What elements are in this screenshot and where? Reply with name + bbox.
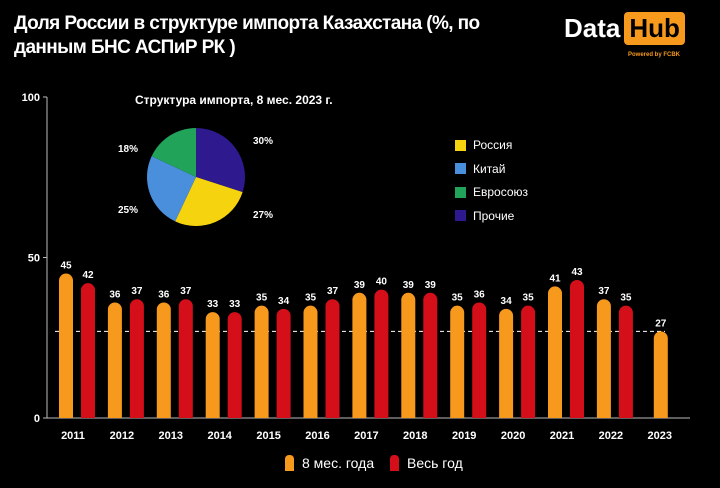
bar-8-months [352, 292, 367, 418]
x-tick-label: 2023 [648, 430, 672, 442]
bar-value-label: 35 [452, 293, 464, 304]
bar-value-label: 34 [278, 296, 290, 307]
bar-8-months [205, 312, 220, 418]
bar-full-year [472, 302, 487, 418]
bar-value-label: 39 [354, 280, 366, 291]
bar-value-label: 36 [158, 289, 170, 300]
chart-title: Доля России в структуре импорта Казахста… [14, 13, 480, 58]
legend-label: Весь год [407, 455, 463, 471]
bar-full-year [276, 308, 291, 418]
pie-legend-item: Прочие [455, 209, 514, 223]
legend-label: Прочие [473, 208, 515, 223]
bar-value-label: 36 [474, 289, 486, 300]
x-tick-label: 2014 [207, 430, 232, 442]
pie-legend-item: Евросоюз [455, 185, 528, 199]
bar-value-label: 35 [523, 293, 535, 304]
x-tick-label: 2020 [501, 430, 525, 442]
pie-slice-2 [151, 128, 196, 177]
bar-full-year [227, 312, 242, 418]
bar-value-label: 40 [376, 277, 388, 288]
x-tick-label: 2013 [159, 430, 183, 442]
bar-full-year [618, 305, 633, 418]
pie-legend-item: Китай [455, 162, 505, 176]
bar-value-label: 37 [180, 286, 192, 297]
bar-full-year [178, 299, 193, 418]
pie-slice-1 [146, 156, 196, 222]
bar-value-label: 42 [82, 270, 94, 281]
x-tick-label: 2019 [452, 430, 476, 442]
bar-8-months [548, 286, 562, 418]
x-tick-label: 2021 [550, 430, 574, 442]
pie-title: Структура импорта, 8 мес. 2023 г. [135, 93, 333, 107]
bar-value-label: 43 [571, 267, 583, 278]
logo-data: Data [564, 13, 621, 43]
bar-full-year [325, 299, 340, 418]
legend-item-year: Весь год [390, 455, 463, 471]
bar-value-label: 35 [305, 293, 317, 304]
logo-powered: Powered by FCBK [628, 52, 681, 58]
bar-8-months [450, 305, 465, 418]
legend-swatch [455, 186, 466, 198]
bar-full-year [129, 299, 144, 418]
bar-8-months [499, 308, 514, 418]
x-tick-label: 2016 [305, 430, 329, 442]
legend-swatch [285, 455, 294, 471]
bar-full-year [81, 283, 96, 418]
legend-label: Евросоюз [473, 185, 529, 199]
bar-full-year [423, 292, 438, 418]
bar-value-label: 41 [549, 273, 561, 284]
bar-value-label: 45 [60, 261, 72, 272]
bar-value-label: 33 [229, 299, 241, 310]
legend-swatch [455, 163, 466, 174]
pie-value-label: 30% [253, 136, 273, 147]
bar-8-months [303, 305, 318, 418]
bar-value-label: 27 [655, 318, 667, 329]
pie-slice-0 [175, 177, 243, 226]
bar-value-label: 39 [425, 280, 437, 291]
bar-full-year [570, 279, 584, 418]
x-tick-label: 2018 [403, 430, 427, 442]
bar-value-label: 37 [131, 286, 143, 297]
pie-legend-item: Россия [455, 138, 512, 152]
bar-8-months [59, 273, 73, 418]
bar-value-label: 35 [620, 293, 632, 304]
bar-value-label: 37 [327, 286, 339, 297]
datahub-logo: Data Hub [564, 12, 685, 45]
bar-value-label: 34 [501, 296, 513, 307]
bar-value-label: 35 [256, 293, 268, 304]
x-tick-label: 2011 [61, 430, 85, 442]
legend-label: Россия [473, 138, 513, 152]
bar-value-label: 39 [403, 280, 415, 291]
legend-item-8m: 8 мес. года [285, 455, 374, 471]
legend-label: Китай [473, 161, 506, 176]
legend-swatch [390, 455, 399, 471]
y-tick-label: 100 [22, 92, 40, 104]
pie-slice-3 [196, 128, 246, 193]
bar-8-months [156, 302, 171, 418]
legend-label: 8 мес. года [302, 455, 375, 471]
x-tick-label: 2015 [256, 430, 280, 442]
bar-value-label: 37 [598, 286, 610, 297]
bar-full-year [374, 289, 389, 418]
bar-8-months [596, 299, 611, 418]
legend-swatch [455, 139, 466, 151]
bar-8-months [401, 292, 416, 418]
x-tick-label: 2017 [354, 430, 378, 442]
bar-full-year [521, 305, 536, 418]
x-tick-label: 2022 [599, 430, 623, 442]
bar-8-months [254, 305, 269, 418]
logo-hub: Hub [624, 12, 685, 45]
bar-value-label: 33 [207, 299, 219, 310]
bar-8-months [107, 302, 122, 418]
y-tick-label: 0 [34, 413, 40, 425]
bar-8-months [653, 331, 668, 418]
pie-value-label: 25% [118, 205, 138, 216]
y-tick-label: 50 [28, 253, 40, 265]
legend-swatch [455, 210, 466, 221]
bar-value-label: 36 [109, 289, 121, 300]
pie-value-label: 27% [253, 210, 273, 221]
x-tick-label: 2012 [110, 430, 134, 442]
pie-value-label: 18% [118, 144, 138, 155]
